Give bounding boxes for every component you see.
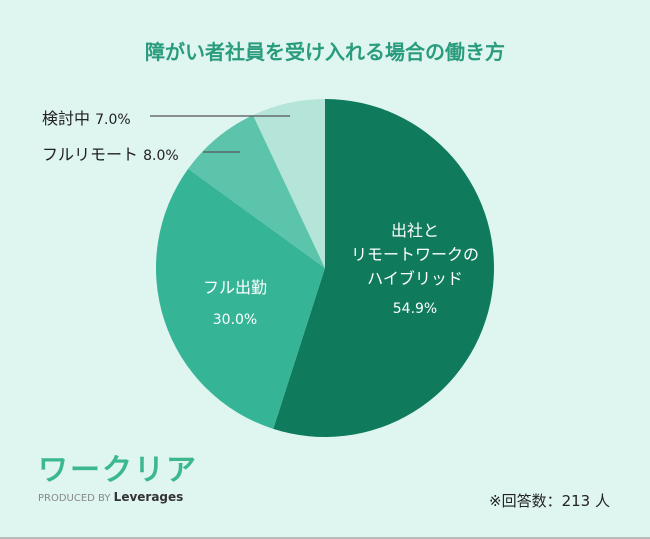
logo: ワークリア PRODUCED BY Leverages xyxy=(38,453,198,505)
value-label: 8.0% xyxy=(143,148,179,164)
value-label: 30.0% xyxy=(212,312,258,328)
slice-label-full-remote: フルリモート 8.0% xyxy=(42,141,179,165)
logo-mark: ワークリア xyxy=(38,453,198,488)
logo-subtitle: PRODUCED BY Leverages xyxy=(38,490,198,504)
label-line: リモートワークの xyxy=(350,245,479,264)
label-line: ハイブリッド xyxy=(367,269,463,288)
produced-by: PRODUCED BY xyxy=(38,493,111,504)
slice-label-full-office: フル出勤 30.0% xyxy=(185,276,285,332)
pie-slice-2 xyxy=(188,115,325,268)
value-label: 54.9% xyxy=(392,301,438,317)
label-line: フル出勤 xyxy=(202,278,267,297)
pie-slice-0 xyxy=(273,99,494,437)
slice-label-hybrid: 出社と リモートワークの ハイブリッド 54.9% xyxy=(350,219,480,321)
brand-name: Leverages xyxy=(113,490,184,504)
slice-label-kentouchu: 検討中 7.0% xyxy=(42,105,131,129)
label-line: 出社と xyxy=(390,221,439,240)
value-label: 7.0% xyxy=(95,112,131,128)
chart-title: 障がい者社員を受け入れる場合の働き方 xyxy=(145,40,505,64)
respondent-count-note: ※回答数：213 人 xyxy=(489,492,610,510)
pie-slice-1 xyxy=(155,168,325,429)
label-line: 検討中 xyxy=(42,109,91,128)
divider xyxy=(0,537,650,539)
pie-slice-3 xyxy=(252,99,325,268)
label-line: フルリモート xyxy=(42,145,139,164)
